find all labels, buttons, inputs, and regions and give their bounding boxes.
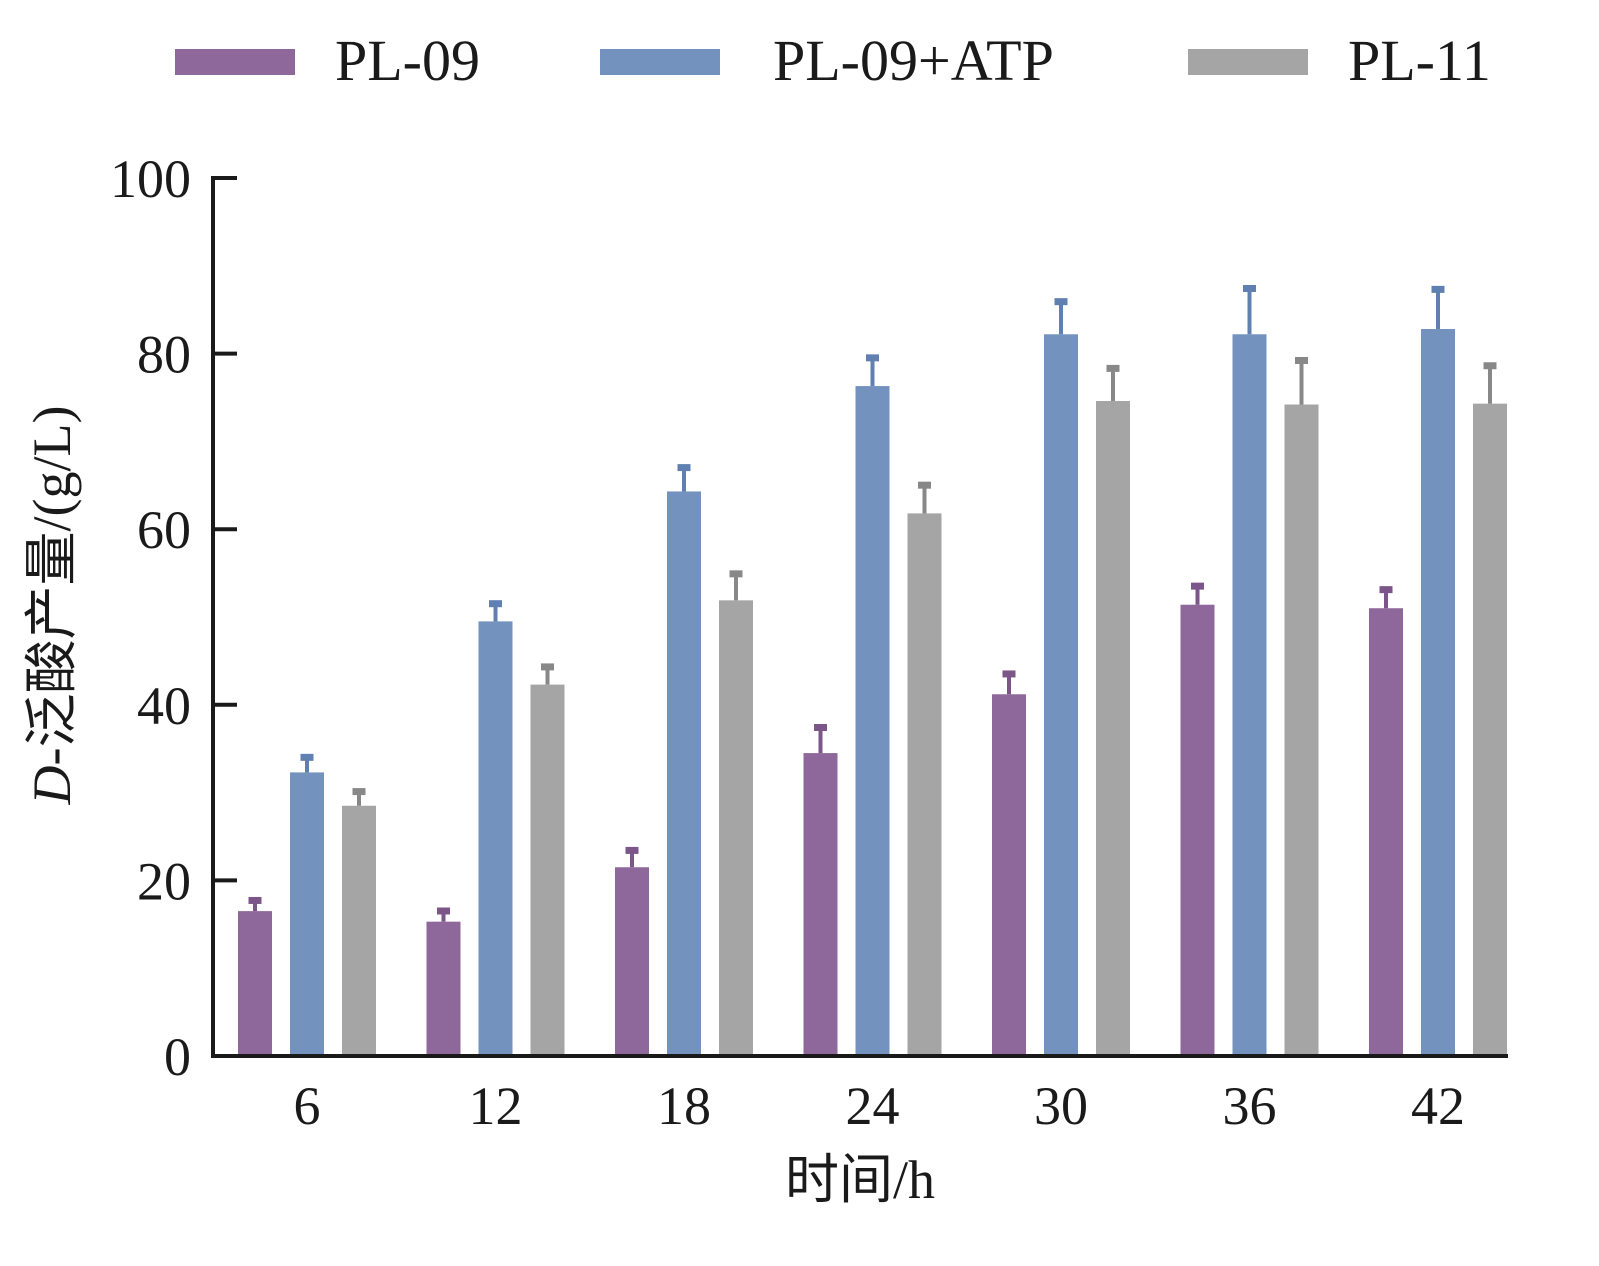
x-tick-label-30: 30 — [1034, 1076, 1088, 1136]
x-tick-label-6: 6 — [294, 1076, 321, 1136]
error-bar-cap-series-3-cat-18 — [729, 570, 743, 578]
error-bar-stem-series-1-cat-42 — [1384, 587, 1388, 609]
error-bar-stem-series-1-cat-36 — [1195, 583, 1200, 605]
legend-swatch-2 — [600, 49, 720, 75]
bar-series-3-cat-30 — [1096, 401, 1130, 1057]
bar-series-1-cat-18 — [615, 867, 649, 1056]
error-bar-stem-series-1-cat-12 — [441, 908, 446, 922]
error-bar-stem-series-1-cat-6 — [253, 897, 257, 912]
error-bar-stem-series-2-cat-12 — [493, 601, 498, 622]
y-tick-label-80: 80 — [137, 325, 191, 385]
legend-label-3: PL-11 — [1348, 28, 1491, 93]
x-tick-label-12: 12 — [469, 1076, 523, 1136]
y-tick-label-0: 0 — [164, 1027, 191, 1087]
bar-series-1-cat-12 — [426, 921, 461, 1056]
error-bar-cap-series-1-cat-42 — [1379, 586, 1393, 594]
x-axis-title: 时间/h — [785, 1150, 935, 1210]
error-bar-stem-series-2-cat-6 — [305, 754, 309, 773]
axes — [211, 176, 1508, 1058]
legend-label-2: PL-09+ATP — [773, 28, 1054, 93]
error-bar-cap-series-3-cat-6 — [352, 788, 366, 796]
error-bar-cap-series-2-cat-30 — [1054, 298, 1068, 306]
x-tick-label-42: 42 — [1411, 1076, 1465, 1136]
bars — [238, 284, 1507, 1057]
error-bar-cap-series-2-cat-12 — [489, 600, 502, 608]
legend-label-1: PL-09 — [335, 28, 480, 93]
error-bar-stem-series-3-cat-24 — [922, 482, 927, 514]
error-bar-stem-series-1-cat-18 — [630, 847, 634, 868]
error-bar-stem-series-2-cat-36 — [1247, 285, 1252, 335]
bar-series-1-cat-42 — [1369, 608, 1403, 1056]
error-bar-stem-series-3-cat-30 — [1111, 365, 1115, 402]
error-bar-cap-series-2-cat-42 — [1431, 285, 1445, 293]
legend: PL-09 PL-09+ATP PL-11 — [175, 28, 1491, 93]
bar-series-2-cat-24 — [855, 386, 890, 1056]
error-bar-cap-series-1-cat-24 — [814, 723, 827, 731]
error-bar-cap-series-1-cat-36 — [1191, 582, 1204, 590]
y-tick-label-40: 40 — [137, 676, 191, 736]
error-bar-stem-series-3-cat-42 — [1488, 363, 1492, 404]
error-bar-cap-series-3-cat-30 — [1106, 364, 1120, 372]
error-bar-cap-series-2-cat-36 — [1243, 284, 1256, 292]
bar-series-3-cat-12 — [530, 684, 565, 1056]
bar-series-2-cat-6 — [290, 772, 324, 1056]
y-tick-label-100: 100 — [110, 149, 191, 209]
bar-series-1-cat-30 — [992, 694, 1026, 1056]
bar-series-1-cat-24 — [803, 753, 838, 1056]
error-bar-stem-series-2-cat-18 — [682, 465, 686, 492]
bar-series-2-cat-30 — [1044, 334, 1078, 1056]
error-bar-stem-series-3-cat-18 — [734, 571, 738, 601]
y-axis-title-prefix: D — [22, 765, 82, 805]
x-tick-label-36: 36 — [1223, 1076, 1277, 1136]
bar-series-3-cat-36 — [1284, 404, 1319, 1056]
error-bar-stem-series-1-cat-24 — [818, 724, 823, 754]
error-bar-cap-series-3-cat-36 — [1295, 356, 1308, 364]
error-bar-cap-series-3-cat-24 — [918, 481, 931, 489]
error-bar-stem-series-3-cat-12 — [545, 664, 550, 685]
error-bar-stem-series-2-cat-30 — [1059, 299, 1063, 335]
bar-series-2-cat-36 — [1232, 334, 1267, 1056]
bar-series-3-cat-42 — [1473, 403, 1507, 1056]
error-bar-cap-series-2-cat-6 — [300, 753, 314, 761]
bar-series-3-cat-6 — [342, 805, 376, 1056]
y-axis-title-rest: -泛酸产量/(g/L) — [22, 406, 82, 766]
error-bar-cap-series-1-cat-30 — [1002, 670, 1016, 678]
bar-series-2-cat-18 — [667, 491, 701, 1056]
error-bar-cap-series-3-cat-42 — [1483, 362, 1497, 370]
legend-swatch-3 — [1188, 49, 1308, 75]
x-tick-label-24: 24 — [846, 1076, 900, 1136]
error-bar-cap-series-2-cat-24 — [866, 354, 879, 362]
error-bar-cap-series-1-cat-12 — [437, 907, 450, 915]
x-tick-label-18: 18 — [657, 1076, 711, 1136]
bar-series-3-cat-18 — [719, 600, 753, 1056]
error-bar-cap-series-2-cat-18 — [677, 464, 691, 472]
bar-series-3-cat-24 — [907, 513, 942, 1056]
error-bar-stem-series-2-cat-24 — [870, 355, 875, 387]
bar-series-1-cat-36 — [1180, 604, 1215, 1056]
error-bar-cap-series-1-cat-18 — [625, 846, 639, 854]
error-bar-stem-series-3-cat-6 — [357, 789, 361, 806]
error-bar-stem-series-3-cat-36 — [1299, 357, 1304, 405]
error-bar-stem-series-1-cat-30 — [1007, 671, 1011, 695]
error-bar-cap-series-3-cat-12 — [541, 663, 554, 671]
bar-series-2-cat-42 — [1421, 329, 1455, 1056]
y-axis-title: D-泛酸产量/(g/L) — [22, 406, 82, 806]
bar-series-2-cat-12 — [478, 621, 513, 1056]
tick-labels: 0 20 40 60 80 100 6 12 18 24 30 36 42 — [110, 149, 1465, 1136]
legend-swatch-1 — [175, 49, 295, 75]
y-tick-label-20: 20 — [137, 851, 191, 911]
bar-series-1-cat-6 — [238, 911, 272, 1056]
y-tick-label-60: 60 — [137, 500, 191, 560]
error-bar-stem-series-2-cat-42 — [1436, 286, 1440, 330]
error-bar-cap-series-1-cat-6 — [248, 896, 262, 904]
